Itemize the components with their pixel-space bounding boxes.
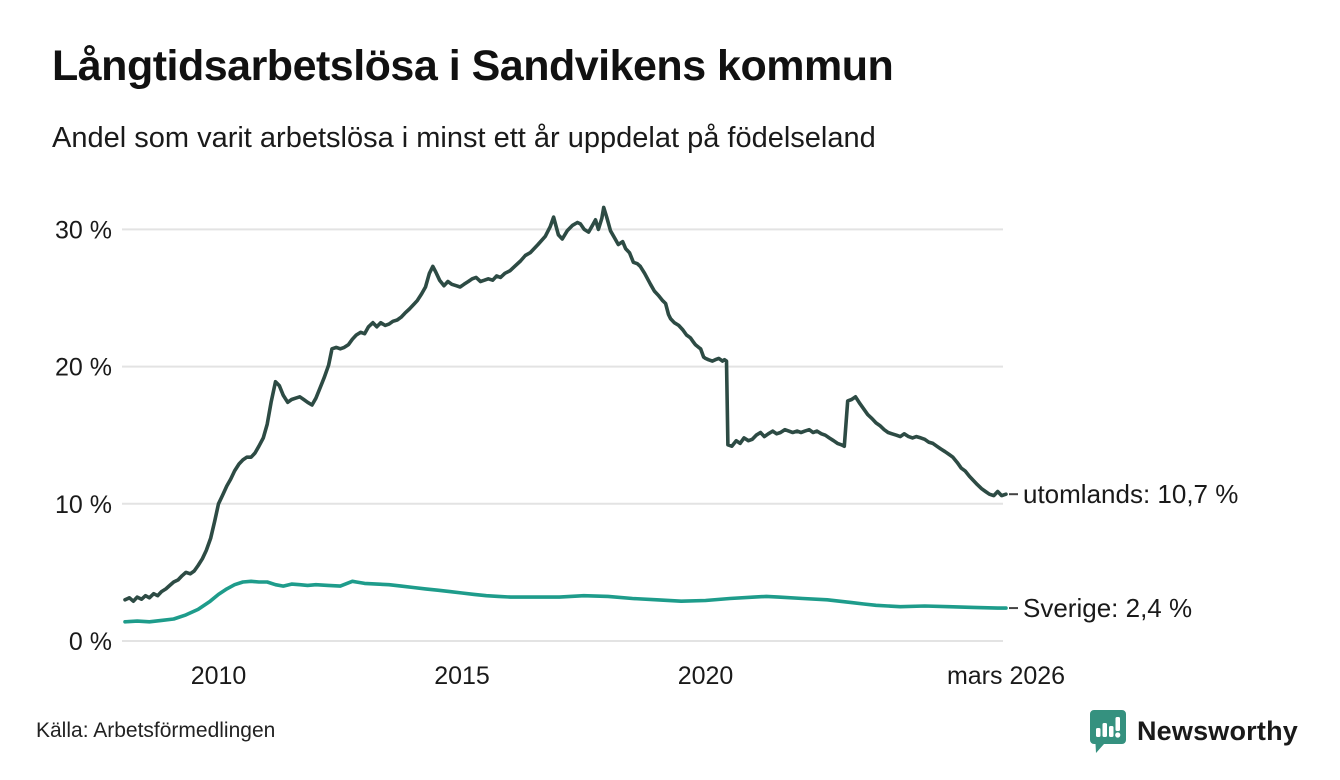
y-axis-label-30: 30 % <box>55 216 112 244</box>
x-axis-label-2: 2020 <box>678 662 734 690</box>
series-line-Sverige <box>123 579 1008 624</box>
page-subtitle: Andel som varit arbetslösa i minst ett å… <box>52 122 876 154</box>
source-note: Källa: Arbetsförmedlingen <box>36 719 276 742</box>
bar-chart-bubble-icon <box>1089 710 1126 753</box>
y-axis-label-0: 0 % <box>69 628 112 656</box>
x-axis-label-3: mars 2026 <box>947 662 1065 690</box>
y-axis-label-10: 10 % <box>55 491 112 519</box>
x-axis-label-1: 2015 <box>434 662 490 690</box>
newsworthy-wordmark: Newsworthy <box>1136 715 1298 746</box>
page-title: Långtidsarbetslösa i Sandvikens kommun <box>52 42 894 90</box>
y-axis-label-20: 20 % <box>55 354 112 382</box>
series-end-label-Sverige: Sverige: 2,4 % <box>1023 593 1192 623</box>
series-end-label-utomlands: utomlands: 10,7 % <box>1023 479 1238 509</box>
series-line-utomlands <box>123 205 1008 604</box>
x-axis-label-0: 2010 <box>191 662 247 690</box>
newsworthy-logo: Newsworthy <box>1088 708 1298 754</box>
